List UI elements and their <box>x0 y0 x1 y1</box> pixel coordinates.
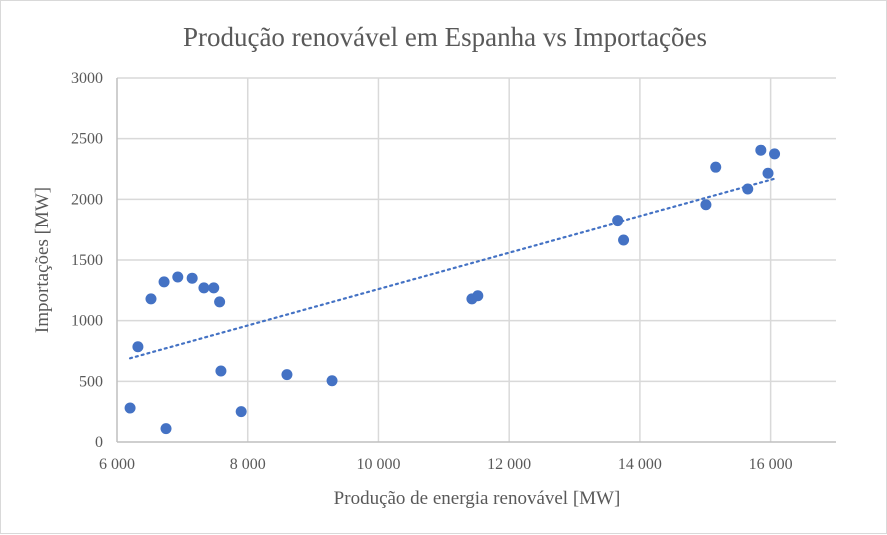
x-tick-label: 14 000 <box>618 456 662 473</box>
y-tick-label: 3000 <box>71 70 103 87</box>
data-point <box>215 365 227 377</box>
data-point <box>214 296 226 308</box>
data-point <box>235 406 247 418</box>
data-point <box>618 234 630 246</box>
y-tick-label: 1500 <box>71 252 103 269</box>
y-axis-label: Importações [MW] <box>32 187 53 333</box>
data-point <box>186 272 198 284</box>
data-point <box>755 144 767 156</box>
y-tick-label: 2000 <box>71 191 103 208</box>
data-point <box>281 369 293 381</box>
x-tick-label: 16 000 <box>749 456 793 473</box>
chart-title: Produção renovável em Espanha vs Importa… <box>183 22 707 52</box>
x-tick-label: 10 000 <box>356 456 400 473</box>
data-point <box>742 183 754 195</box>
data-point <box>208 282 220 294</box>
y-tick-label: 2500 <box>71 131 103 148</box>
data-point <box>472 290 484 302</box>
data-point <box>160 423 172 435</box>
data-point <box>710 161 722 173</box>
data-point <box>198 282 210 294</box>
x-tick-label: 8 000 <box>230 456 266 473</box>
y-tick-label: 0 <box>95 434 103 451</box>
x-tick-label: 6 000 <box>99 456 135 473</box>
data-point <box>762 167 774 179</box>
data-point <box>700 199 712 211</box>
y-tick-label: 500 <box>79 373 103 390</box>
data-point <box>132 341 144 353</box>
data-point <box>769 148 781 160</box>
data-point <box>124 402 136 414</box>
data-point <box>172 271 184 283</box>
trendline <box>128 177 776 360</box>
data-point <box>145 293 157 305</box>
data-point <box>612 215 624 227</box>
x-tick-label: 12 000 <box>487 456 531 473</box>
y-tick-label: 1000 <box>71 313 103 330</box>
x-axis-label: Produção de energia renovável [MW] <box>334 488 621 509</box>
data-point <box>326 375 338 387</box>
data-point <box>158 276 170 288</box>
